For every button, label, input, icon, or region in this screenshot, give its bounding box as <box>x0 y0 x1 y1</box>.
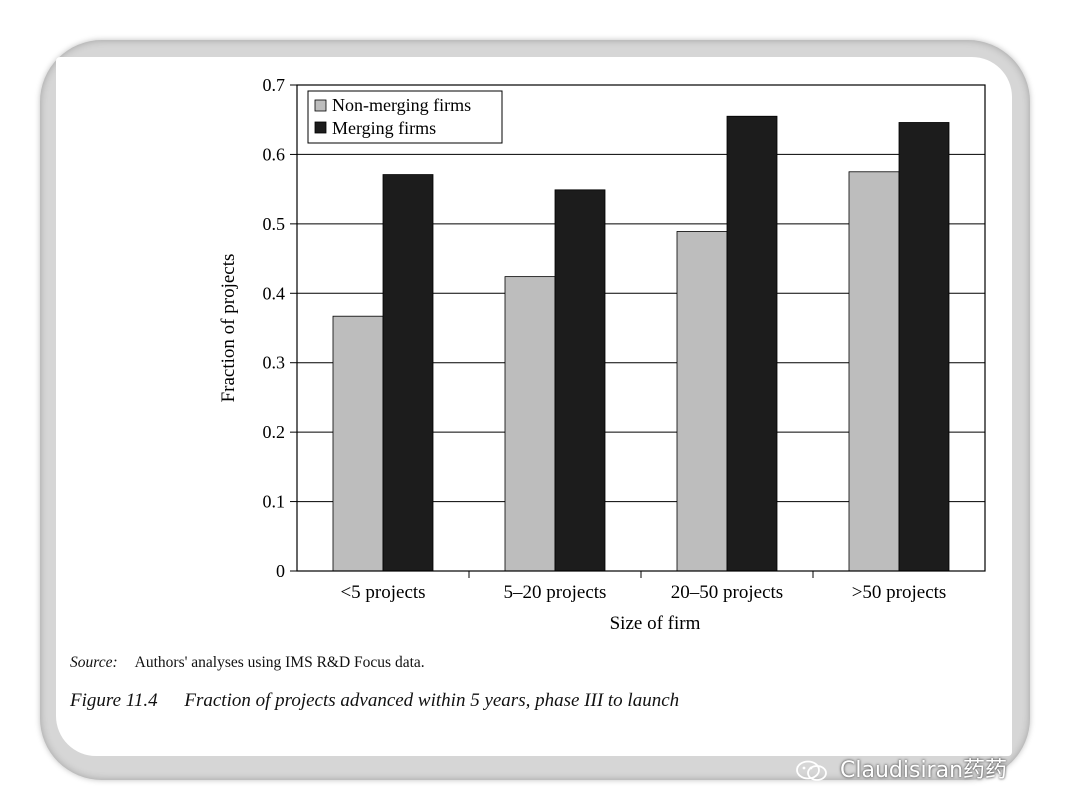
x-axis: <5 projects 5–20 projects 20–50 projects >5… <box>340 571 946 603</box>
x-tick-label: >50 projects <box>852 582 947 603</box>
bar-merging <box>554 189 606 572</box>
y-tick-label: 0.3 <box>263 353 286 373</box>
y-tick-label: 0.1 <box>263 492 286 512</box>
y-tick-label: 0.7 <box>263 75 286 95</box>
bar-non-merging <box>332 315 384 572</box>
legend-box <box>307 90 503 144</box>
x-tick-label: 20–50 projects <box>671 582 783 603</box>
y-axis: 0 0.1 0.2 0.3 0.4 0.5 0.6 0.7 <box>263 75 297 581</box>
source-note: Source: Authors' analyses using IMS R&D … <box>70 654 425 672</box>
y-tick-label: 0.6 <box>263 144 286 164</box>
x-axis-title: Size of firm <box>610 613 701 634</box>
y-tick-label: 0.2 <box>263 422 286 442</box>
legend-label-merging: Merging firms <box>332 118 436 138</box>
figure-caption-text: Fraction of projects advanced within 5 y… <box>184 690 680 711</box>
watermark: Claudisiran药药 <box>795 752 1007 784</box>
x-tick-label: <5 projects <box>340 582 425 603</box>
figure-number: Figure 11.4 <box>70 690 158 711</box>
bar-merging <box>726 115 778 572</box>
bar-non-merging <box>504 276 556 572</box>
bar-merging <box>898 122 950 572</box>
figure-caption: Figure 11.4 Fraction of projects advance… <box>70 690 679 712</box>
y-tick-label: 0.5 <box>263 214 286 234</box>
bar-non-merging <box>848 171 900 572</box>
y-tick-label: 0 <box>276 561 285 581</box>
bar-merging <box>382 174 434 572</box>
bars <box>332 115 950 572</box>
source-label: Source: <box>70 654 118 671</box>
legend-swatch-non-merging <box>314 99 327 112</box>
legend-label-non-merging: Non-merging firms <box>332 95 471 115</box>
source-text: Authors' analyses using IMS R&D Focus da… <box>134 654 425 671</box>
bar-non-merging <box>676 231 728 572</box>
legend: Non-merging firms Merging firms <box>307 90 503 144</box>
watermark-text: Claudisiran药药 <box>840 758 1008 783</box>
y-axis-title: Fraction of projects <box>218 254 239 403</box>
y-tick-label: 0.4 <box>263 283 286 303</box>
x-tick-label: 5–20 projects <box>504 582 607 603</box>
wechat-icon <box>796 760 827 781</box>
legend-swatch-merging <box>314 121 327 134</box>
